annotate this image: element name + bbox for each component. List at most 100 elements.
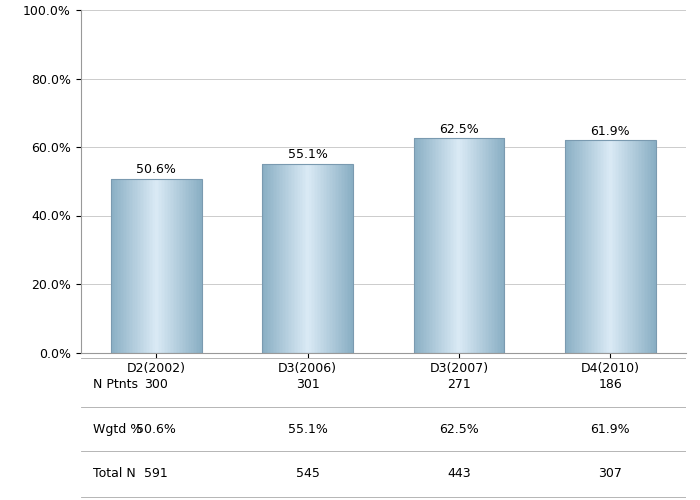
Bar: [297, 164, 299, 352]
Bar: [323, 164, 325, 352]
Bar: [152, 179, 153, 352]
Bar: [172, 179, 173, 352]
Bar: [138, 179, 140, 352]
Bar: [121, 179, 123, 352]
Bar: [613, 140, 615, 352]
Bar: [482, 138, 484, 352]
Bar: [569, 140, 571, 352]
Bar: [416, 138, 419, 352]
Bar: [461, 138, 462, 352]
Bar: [312, 164, 314, 352]
Bar: [488, 138, 489, 352]
Bar: [479, 138, 480, 352]
Bar: [159, 179, 161, 352]
Bar: [129, 179, 131, 352]
Bar: [470, 138, 471, 352]
Bar: [162, 179, 164, 352]
Bar: [174, 179, 176, 352]
Bar: [293, 164, 294, 352]
Bar: [194, 179, 196, 352]
Bar: [185, 179, 187, 352]
Bar: [447, 138, 449, 352]
Bar: [286, 164, 288, 352]
Bar: [620, 140, 621, 352]
Bar: [419, 138, 421, 352]
Bar: [294, 164, 296, 352]
Bar: [617, 140, 618, 352]
Bar: [351, 164, 354, 352]
Bar: [626, 140, 627, 352]
Bar: [606, 140, 608, 352]
Bar: [190, 179, 191, 352]
Bar: [618, 140, 620, 352]
Bar: [320, 164, 321, 352]
Bar: [432, 138, 433, 352]
Bar: [414, 138, 415, 352]
Bar: [332, 164, 334, 352]
Bar: [182, 179, 183, 352]
Bar: [640, 140, 643, 352]
Bar: [642, 140, 644, 352]
Bar: [158, 179, 160, 352]
Bar: [456, 138, 458, 352]
Bar: [448, 138, 450, 352]
Bar: [566, 140, 568, 352]
Bar: [643, 140, 645, 352]
Bar: [591, 140, 592, 352]
Bar: [636, 140, 638, 352]
Text: 186: 186: [598, 378, 622, 392]
Bar: [150, 179, 152, 352]
Bar: [424, 138, 426, 352]
Bar: [330, 164, 332, 352]
Bar: [324, 164, 326, 352]
Bar: [594, 140, 596, 352]
Bar: [639, 140, 641, 352]
Bar: [284, 164, 285, 352]
Bar: [191, 179, 193, 352]
Bar: [454, 138, 456, 352]
Bar: [141, 179, 143, 352]
Bar: [118, 179, 120, 352]
Bar: [120, 179, 122, 352]
Bar: [428, 138, 430, 352]
Text: 55.1%: 55.1%: [288, 148, 328, 161]
Bar: [473, 138, 475, 352]
Bar: [433, 138, 435, 352]
Bar: [127, 179, 130, 352]
Bar: [295, 164, 298, 352]
Bar: [573, 140, 574, 352]
Bar: [186, 179, 188, 352]
Bar: [197, 179, 199, 352]
Bar: [165, 179, 167, 352]
Bar: [195, 179, 197, 352]
Text: 50.6%: 50.6%: [136, 422, 176, 436]
Bar: [311, 164, 312, 352]
Bar: [268, 164, 270, 352]
Bar: [164, 179, 166, 352]
Bar: [624, 140, 626, 352]
Bar: [302, 164, 303, 352]
Bar: [587, 140, 589, 352]
Bar: [176, 179, 178, 352]
Bar: [307, 164, 309, 352]
Bar: [445, 138, 447, 352]
Text: 61.9%: 61.9%: [591, 422, 630, 436]
Bar: [347, 164, 349, 352]
Bar: [486, 138, 488, 352]
Bar: [276, 164, 278, 352]
Bar: [471, 138, 473, 352]
Bar: [654, 140, 656, 352]
Bar: [441, 138, 442, 352]
Bar: [342, 164, 344, 352]
Bar: [627, 140, 629, 352]
Bar: [147, 179, 149, 352]
Text: 307: 307: [598, 467, 622, 480]
Bar: [126, 179, 127, 352]
Bar: [610, 140, 612, 352]
Bar: [427, 138, 429, 352]
Text: Total N: Total N: [92, 467, 135, 480]
Bar: [571, 140, 573, 352]
Bar: [327, 164, 329, 352]
Text: 55.1%: 55.1%: [288, 422, 328, 436]
Bar: [457, 138, 459, 352]
